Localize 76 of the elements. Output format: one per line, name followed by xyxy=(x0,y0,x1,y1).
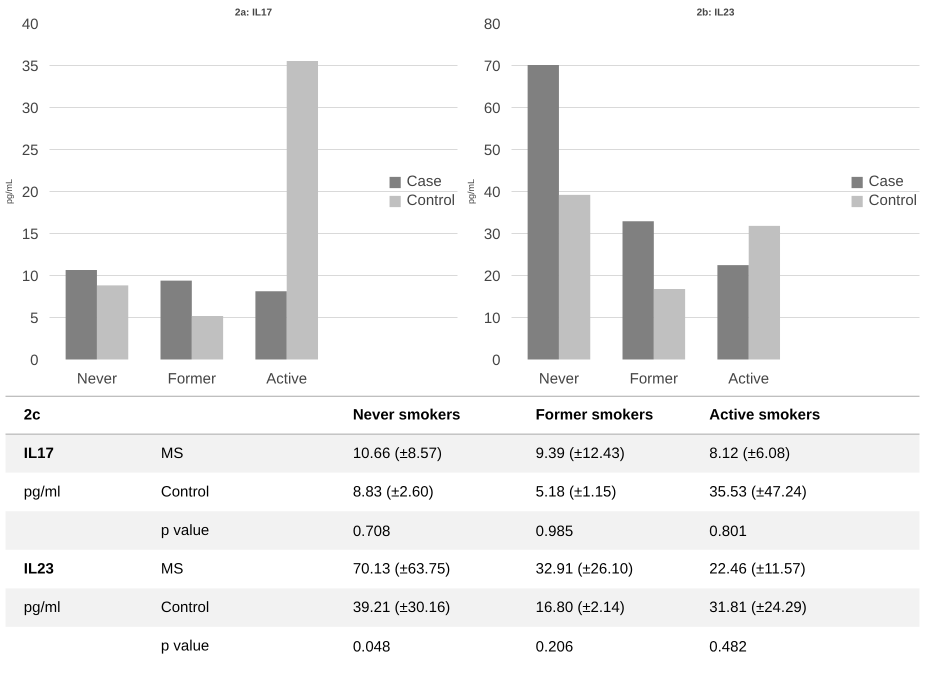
bar xyxy=(528,64,559,360)
text: MS xyxy=(160,560,184,578)
y-tick-label: 35 xyxy=(22,58,39,75)
text: 9.39 (±12.43) xyxy=(536,444,625,462)
bar xyxy=(558,194,590,360)
legend-label: Control xyxy=(406,192,455,209)
y-tick-label: 50 xyxy=(484,142,501,159)
text: 0.985 xyxy=(536,523,574,540)
y-tick-label: 0 xyxy=(30,352,38,369)
chart-title: 2b: IL23 xyxy=(696,8,735,18)
category-label: Never smokers xyxy=(352,406,460,424)
x-tick-label: Former xyxy=(168,370,216,388)
text: 35.53 (±47.24) xyxy=(709,483,807,500)
bar xyxy=(192,316,224,360)
bar xyxy=(66,270,97,360)
text: p value xyxy=(160,638,210,655)
y-tick-label: 15 xyxy=(22,226,39,243)
text: 22.46 (±11.57) xyxy=(709,560,806,578)
legend-label: Case xyxy=(868,173,904,190)
text: 10.66 (±8.57) xyxy=(352,444,442,462)
text: IL17 xyxy=(24,444,54,462)
text: 0.206 xyxy=(536,638,574,656)
text: 16.80 (±2.14) xyxy=(536,599,625,616)
legend-label: Control xyxy=(868,192,917,209)
text: 8.83 (±2.60) xyxy=(352,483,434,500)
category-label: Active smokers xyxy=(709,406,820,424)
bar xyxy=(748,226,780,360)
y-tick-label: 20 xyxy=(22,184,39,201)
text: 0.048 xyxy=(352,638,390,656)
x-tick-label: Former xyxy=(630,370,678,388)
text: 0.708 xyxy=(352,523,390,540)
text: 39.21 (±30.16) xyxy=(352,599,450,616)
text: 2c xyxy=(24,406,40,424)
text: 5.18 (±1.15) xyxy=(536,483,616,500)
y-tick-label: 25 xyxy=(22,142,39,159)
y-axis-title: pg/mL xyxy=(4,178,14,204)
y-tick-label: 10 xyxy=(484,310,501,327)
text: 70.13 (±63.75) xyxy=(352,560,450,578)
text: 8.12 (±6.08) xyxy=(709,444,790,462)
text: p value xyxy=(160,522,210,539)
y-tick-label: 5 xyxy=(30,310,38,327)
legend-label: Case xyxy=(406,173,442,190)
bar xyxy=(96,285,128,360)
text: 0.801 xyxy=(709,523,747,540)
bar xyxy=(160,280,192,360)
y-tick-label: 20 xyxy=(484,268,501,285)
chart-title: 2a: IL17 xyxy=(234,8,273,18)
text: 0.482 xyxy=(709,638,747,656)
x-tick-label: Never xyxy=(538,370,579,388)
y-tick-label: 30 xyxy=(22,100,39,117)
text: 32.91 (±26.10) xyxy=(536,560,634,578)
y-tick-label: 10 xyxy=(22,268,39,285)
bar xyxy=(286,61,318,360)
text: pg/ml xyxy=(24,483,60,500)
text: IL23 xyxy=(24,560,54,578)
bar xyxy=(717,265,749,360)
y-axis-title: pg/mL xyxy=(466,178,476,204)
bar xyxy=(255,291,287,360)
y-tick-label: 40 xyxy=(484,184,501,201)
text: Control xyxy=(160,599,210,616)
y-tick-label: 40 xyxy=(22,16,39,33)
bar xyxy=(654,288,686,360)
text: pg/ml xyxy=(24,599,60,616)
y-tick-label: 60 xyxy=(484,100,501,117)
text: MS xyxy=(160,444,184,462)
y-tick-label: 0 xyxy=(492,352,500,369)
y-tick-label: 30 xyxy=(484,226,501,243)
category-label: Former smokers xyxy=(536,406,654,424)
x-tick-label: Never xyxy=(76,370,117,388)
y-tick-label: 70 xyxy=(484,58,501,75)
x-tick-label: Active xyxy=(728,370,770,388)
text: Control xyxy=(160,483,210,500)
x-tick-label: Active xyxy=(266,370,308,388)
y-tick-label: 80 xyxy=(484,16,501,33)
text: 31.81 (±24.29) xyxy=(709,599,807,616)
bar xyxy=(622,221,654,360)
